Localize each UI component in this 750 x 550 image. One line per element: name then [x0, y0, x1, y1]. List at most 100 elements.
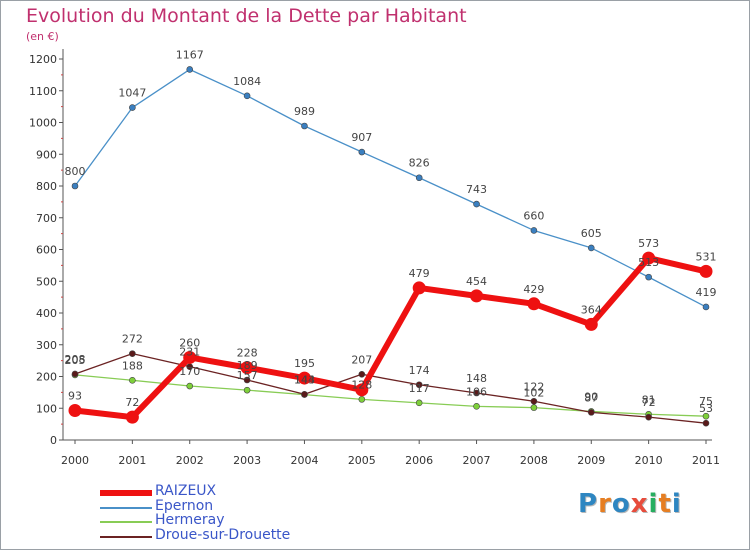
- legend-swatch-epernon: [100, 506, 152, 509]
- data-point-raizeux: [584, 317, 598, 331]
- data-point-droue-sur-drouette: [301, 390, 308, 398]
- legend-swatch-raizeux: [100, 490, 152, 496]
- data-label-hermeray: 90: [584, 390, 598, 403]
- y-tick-label: 0: [50, 434, 57, 447]
- data-label-hermeray: 205: [65, 354, 86, 367]
- data-label-hermeray: 143: [294, 374, 315, 387]
- data-point-hermeray: [530, 404, 538, 411]
- data-label-hermeray: 106: [466, 385, 487, 398]
- data-point-droue-sur-drouette: [702, 419, 710, 427]
- x-tick-label: 2005: [348, 454, 376, 467]
- x-tick-label: 2004: [290, 454, 318, 467]
- data-point-hermeray: [358, 396, 366, 403]
- data-point-epernon: [186, 66, 194, 73]
- legend-label-hermeray: Hermeray: [155, 512, 225, 528]
- data-label-droue-sur-drouette: 231: [179, 346, 200, 359]
- data-point-epernon: [358, 148, 366, 156]
- data-label-hermeray: 102: [523, 387, 544, 400]
- data-point-hermeray: [702, 412, 710, 420]
- data-label-epernon: 1167: [176, 48, 204, 61]
- data-label-droue-sur-drouette: 208: [65, 353, 86, 366]
- x-tick-label: 2000: [61, 454, 89, 467]
- data-label-epernon: 419: [696, 286, 717, 299]
- legend-label-epernon: Epernon: [155, 497, 214, 514]
- y-tick-label: 800: [36, 180, 57, 193]
- legend-item-droue: Droue-sur-Drouette: [100, 526, 340, 544]
- data-point-epernon: [702, 303, 710, 311]
- legend-label-raizeux: RAIZEUX: [155, 483, 217, 499]
- data-label-raizeux: 531: [696, 250, 717, 263]
- data-point-droue-sur-drouette: [473, 389, 480, 397]
- data-point-epernon: [645, 273, 652, 281]
- data-point-droue-sur-drouette: [645, 413, 652, 421]
- data-label-epernon: 800: [65, 165, 86, 178]
- data-label-raizeux: 479: [409, 267, 430, 280]
- data-label-raizeux: 228: [237, 347, 258, 360]
- data-point-epernon: [301, 122, 308, 130]
- data-label-hermeray: 81: [642, 393, 656, 406]
- y-tick-label: 300: [36, 339, 57, 352]
- chart-title: Evolution du Montant de la Dette par Hab…: [26, 5, 467, 27]
- data-point-hermeray: [129, 377, 136, 384]
- y-tick-label: 200: [36, 371, 57, 384]
- data-point-raizeux: [699, 264, 713, 278]
- data-point-raizeux: [125, 410, 139, 424]
- data-label-epernon: 1047: [118, 87, 146, 100]
- data-label-droue-sur-drouette: 144: [294, 373, 315, 386]
- y-tick-label: 100: [36, 402, 57, 415]
- data-point-droue-sur-drouette: [530, 397, 538, 405]
- data-point-epernon: [243, 92, 251, 100]
- legend-label-droue: Droue-sur-Drouette: [155, 526, 291, 543]
- data-label-hermeray: 157: [237, 369, 258, 382]
- data-label-raizeux: 573: [638, 237, 659, 250]
- logo-letter: P: [578, 489, 599, 519]
- x-tick-label: 2003: [233, 454, 261, 467]
- data-point-droue-sur-drouette: [358, 370, 366, 378]
- data-point-raizeux: [642, 251, 656, 265]
- data-label-raizeux: 364: [581, 303, 602, 316]
- data-point-hermeray: [473, 403, 480, 410]
- data-label-droue-sur-drouette: 122: [523, 380, 544, 393]
- y-tick-label: 500: [36, 275, 57, 288]
- logo-letter: i: [648, 489, 659, 519]
- y-tick-label: 700: [36, 212, 57, 225]
- x-tick-label: 2006: [405, 454, 433, 467]
- data-label-epernon: 743: [466, 183, 487, 196]
- data-label-raizeux: 454: [466, 275, 487, 288]
- data-label-hermeray: 170: [179, 365, 200, 378]
- data-point-hermeray: [415, 399, 423, 407]
- series-line-hermeray: [74, 374, 707, 417]
- y-tick-label: 1200: [29, 53, 57, 66]
- data-point-raizeux: [470, 289, 484, 303]
- legend-swatch-droue: [100, 535, 152, 538]
- y-tick-label: 1000: [29, 117, 57, 130]
- x-tick-label: 2002: [176, 454, 204, 467]
- data-label-droue-sur-drouette: 87: [584, 391, 598, 404]
- legend-item-raizeux: RAIZEUX: [100, 483, 340, 500]
- data-label-epernon: 989: [294, 105, 315, 118]
- data-label-droue-sur-drouette: 272: [122, 333, 143, 346]
- x-tick-label: 2011: [692, 454, 720, 467]
- data-label-raizeux: 195: [294, 357, 315, 370]
- data-label-epernon: 513: [638, 256, 659, 269]
- data-point-raizeux: [240, 361, 254, 375]
- x-tick-label: 2009: [577, 454, 605, 467]
- data-point-raizeux: [183, 350, 197, 364]
- data-label-droue-sur-drouette: 72: [642, 396, 656, 409]
- legend-item-epernon: Epernon: [100, 497, 340, 515]
- data-label-raizeux: 429: [523, 283, 544, 296]
- data-point-epernon: [129, 104, 136, 111]
- data-label-hermeray: 117: [409, 382, 430, 395]
- data-label-epernon: 660: [523, 209, 544, 222]
- chart-legend: RAIZEUX Epernon Hermeray Droue-sur-Droue…: [100, 483, 340, 544]
- x-tick-label: 2001: [118, 454, 146, 467]
- logo-letter: x: [630, 489, 649, 519]
- logo-letter: t: [658, 489, 672, 519]
- x-tick-label: 2010: [635, 454, 663, 467]
- data-point-epernon: [587, 244, 595, 252]
- data-label-hermeray: 188: [122, 359, 143, 372]
- legend-swatch-hermeray: [100, 521, 152, 523]
- data-label-droue-sur-drouette: 148: [466, 372, 487, 385]
- data-label-droue-sur-drouette: 53: [699, 402, 713, 415]
